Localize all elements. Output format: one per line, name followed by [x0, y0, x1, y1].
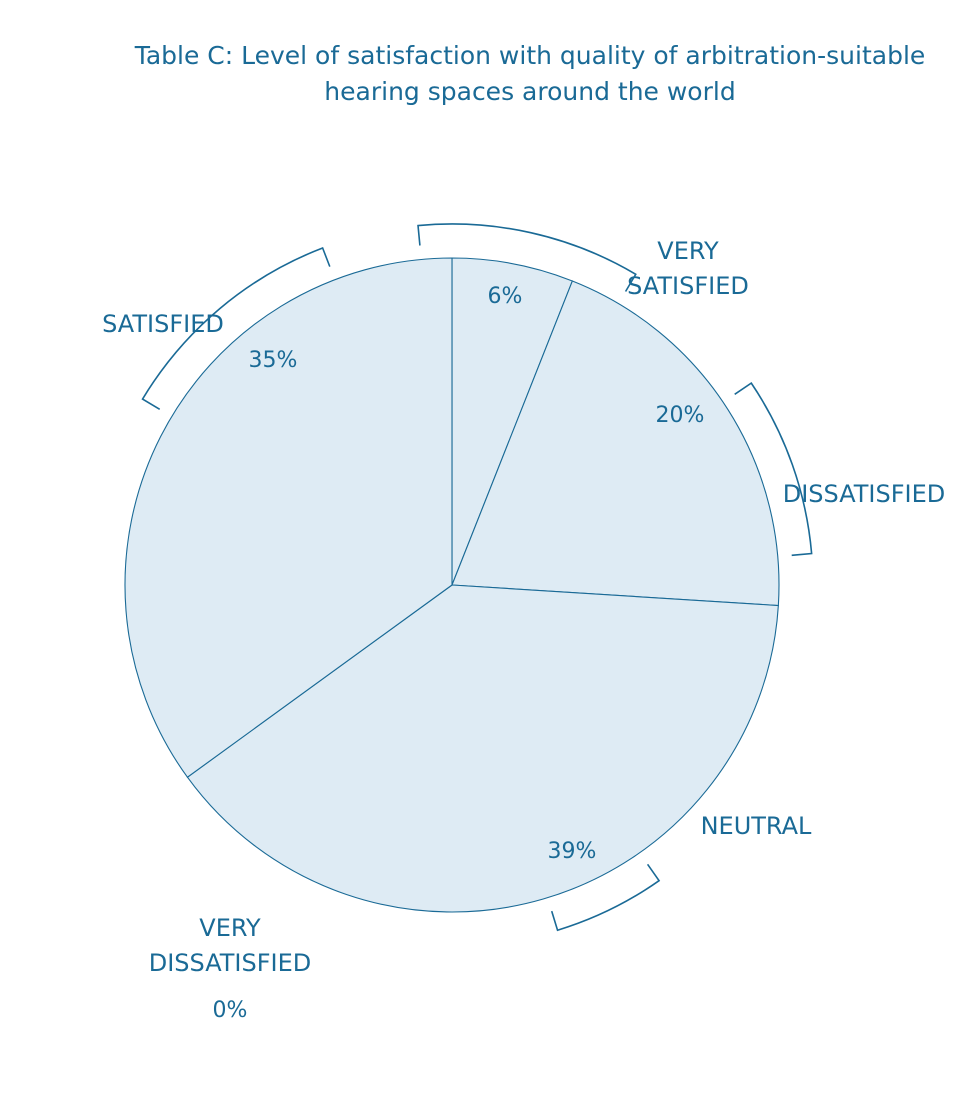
- slice-value-very-satisfied: 6%: [488, 284, 523, 309]
- bracket-neutral: [550, 863, 661, 932]
- slice-label-very-dissatisfied: VERY DISSATISFIED: [149, 914, 312, 977]
- slice-value-satisfied: 35%: [249, 348, 298, 373]
- bracket-satisfied: [141, 246, 331, 411]
- pie-slice-neutral: [186, 584, 779, 913]
- pie-slice-dissatisfied: [451, 280, 780, 607]
- bracket-dissatisfied: [734, 382, 813, 557]
- slice-label-dissatisfied: DISSATISFIED: [783, 480, 946, 508]
- chart-title: Table C: Level of satisfaction with qual…: [134, 41, 926, 106]
- slice-label-line: VERY: [657, 237, 719, 265]
- slice-label-very-satisfied: VERY SATISFIED: [627, 237, 749, 300]
- bracket-very-satisfied: [417, 223, 637, 292]
- pie-slice-very-satisfied: [451, 257, 574, 586]
- slice-value-neutral: 39%: [548, 839, 597, 864]
- pie-slice-satisfied: [124, 257, 453, 778]
- slice-label-satisfied: SATISFIED: [102, 310, 224, 338]
- slice-label-line: DISSATISFIED: [149, 949, 312, 977]
- slice-label-line: DISSATISFIED: [783, 480, 946, 508]
- pie-slices: [124, 257, 780, 913]
- slice-label-line: VERY: [199, 914, 261, 942]
- slice-label-line: NEUTRAL: [701, 812, 812, 840]
- slice-brackets: [141, 223, 813, 932]
- slice-value-dissatisfied: 20%: [656, 403, 705, 428]
- slice-value-very-dissatisfied: 0%: [213, 998, 248, 1023]
- slice-labels: VERY SATISFIED 6% DISSATISFIED 20% NEUTRAL 39%…: [102, 237, 945, 1023]
- slice-label-line: SATISFIED: [102, 310, 224, 338]
- slice-label-line: SATISFIED: [627, 272, 749, 300]
- slice-label-neutral: NEUTRAL: [701, 812, 812, 840]
